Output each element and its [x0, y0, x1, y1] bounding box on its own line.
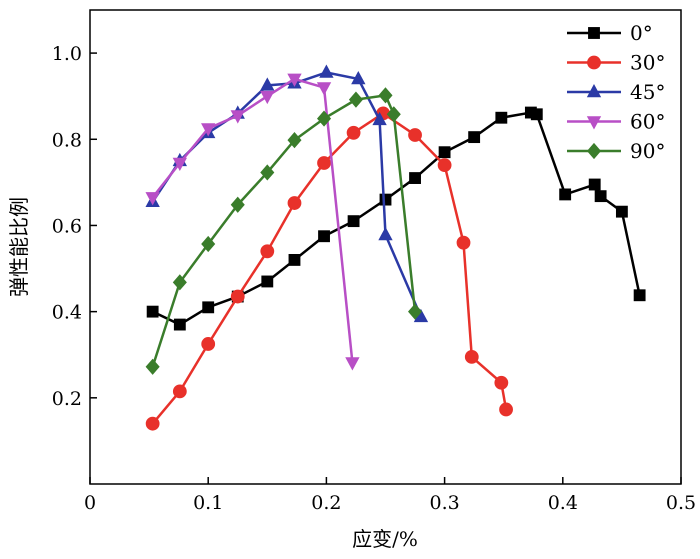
series-line — [151, 94, 417, 368]
data-point — [468, 131, 481, 144]
data-point — [499, 402, 513, 417]
x-tick-label: 0 — [84, 492, 96, 514]
y-tick-label: 0.6 — [52, 215, 82, 237]
data-point — [201, 337, 216, 351]
legend-label: 30° — [630, 51, 665, 75]
data-point — [317, 110, 332, 127]
data-point — [287, 196, 302, 210]
data-point — [316, 82, 332, 96]
data-point — [317, 156, 331, 170]
y-tick-label: 0.4 — [52, 302, 82, 324]
data-point — [464, 349, 479, 364]
series-1 — [145, 106, 513, 431]
data-point — [230, 110, 245, 124]
data-point — [319, 64, 334, 78]
series-3 — [145, 73, 360, 371]
data-point — [409, 172, 421, 184]
series-2 — [145, 64, 429, 323]
data-point — [372, 111, 387, 126]
x-tick-label: 0.1 — [193, 492, 223, 514]
data-point — [173, 318, 186, 331]
data-point — [438, 146, 451, 159]
x-tick-label: 0.5 — [666, 492, 696, 514]
y-tick-label: 0.8 — [52, 129, 82, 151]
data-point — [494, 375, 509, 390]
data-point — [379, 193, 392, 206]
data-point — [351, 70, 366, 85]
data-point — [202, 301, 215, 314]
legend-label: 90° — [630, 139, 665, 163]
data-point — [530, 108, 543, 121]
data-point — [378, 226, 393, 241]
data-point — [145, 192, 160, 206]
legend-marker — [587, 55, 601, 70]
legend-marker — [586, 84, 602, 98]
data-point — [145, 358, 160, 375]
y-tick-label: 0.2 — [52, 388, 82, 410]
x-tick-label: 0.2 — [311, 492, 341, 514]
data-point — [230, 196, 245, 213]
data-point — [172, 274, 187, 291]
data-point — [261, 275, 274, 288]
x-axis-label: 应变/% — [352, 527, 418, 551]
data-point — [260, 77, 275, 91]
y-axis-label: 弹性能比例 — [7, 197, 31, 297]
data-point — [201, 235, 216, 253]
data-point — [345, 357, 360, 371]
data-point — [260, 90, 275, 105]
data-point — [348, 91, 363, 108]
data-point — [287, 132, 302, 149]
legend-label: 0° — [630, 21, 653, 45]
data-point — [318, 230, 330, 243]
data-point — [146, 305, 159, 318]
legend-marker — [586, 116, 602, 130]
plot-frame — [89, 9, 682, 485]
data-point — [633, 289, 646, 302]
legend-marker — [588, 27, 600, 39]
data-point — [594, 190, 607, 203]
legend-label: 45° — [630, 80, 665, 104]
data-point — [172, 384, 187, 399]
data-point — [260, 164, 275, 181]
legend-marker — [586, 142, 602, 160]
data-point — [287, 73, 302, 87]
data-point — [408, 303, 423, 320]
data-point — [347, 215, 360, 228]
data-point — [260, 244, 275, 259]
data-point — [346, 125, 361, 140]
y-axis: 0.2 0.4 0.6 0.8 1.0 — [52, 43, 97, 410]
data-point — [145, 416, 160, 431]
y-tick-label: 1.0 — [52, 43, 82, 65]
data-point — [559, 188, 572, 201]
legend: 0° 30° 45° 60° 90° — [567, 21, 665, 163]
series-4 — [145, 87, 423, 375]
data-point — [230, 289, 245, 304]
data-point — [172, 157, 188, 171]
legend-label: 60° — [630, 110, 665, 134]
data-point — [386, 106, 401, 123]
data-point — [588, 178, 601, 191]
series-layer — [145, 64, 646, 431]
x-tick-label: 0.3 — [429, 492, 459, 514]
data-point — [378, 87, 393, 104]
data-point — [288, 254, 301, 266]
data-point — [456, 235, 471, 250]
data-point — [201, 123, 216, 137]
data-point — [408, 128, 422, 142]
x-axis: 0 0.1 0.2 0.3 0.4 0.5 — [84, 477, 696, 514]
data-point — [437, 158, 452, 173]
data-point — [615, 205, 628, 218]
data-point — [495, 111, 508, 124]
x-tick-label: 0.4 — [548, 492, 578, 514]
